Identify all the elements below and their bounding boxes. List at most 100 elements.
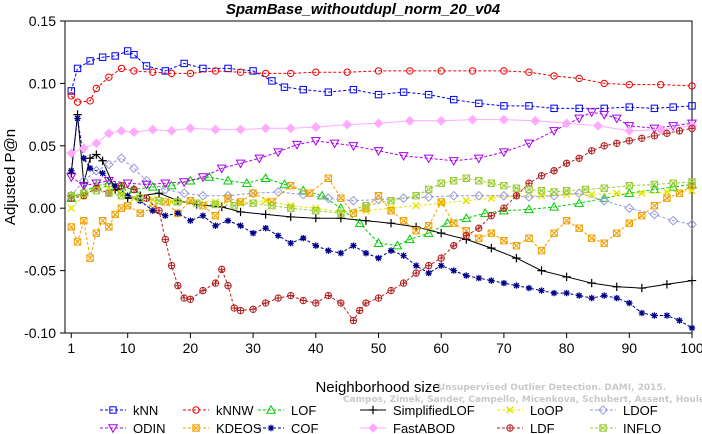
data-point-lof <box>103 178 114 187</box>
data-point-kdeos <box>324 174 333 182</box>
data-point-cof <box>249 229 257 237</box>
data-point-lof <box>442 217 453 227</box>
data-point-odin <box>599 110 610 120</box>
data-point-cof <box>350 242 357 249</box>
data-point-fastabod <box>166 125 177 136</box>
data-point-odin <box>549 127 560 137</box>
data-point-inflo <box>688 178 696 186</box>
data-point-knn <box>575 104 583 113</box>
data-point-ldof <box>687 219 697 230</box>
data-point-cof <box>538 287 545 294</box>
data-point-cof <box>676 317 683 324</box>
data-point-ldof <box>348 195 359 206</box>
data-point-inflo <box>650 180 659 189</box>
legend-label-fastabod: FastABOD <box>393 421 455 434</box>
data-point-knn <box>86 57 94 65</box>
data-point-fastabod <box>467 114 478 125</box>
data-point-lof <box>166 180 177 190</box>
data-point-loop <box>312 204 320 212</box>
data-point-kdeos <box>73 238 82 246</box>
data-point-simplifiedlof <box>411 222 421 232</box>
data-point-cof <box>137 197 144 204</box>
data-point-inflo <box>424 185 433 194</box>
data-point-odin <box>574 114 585 124</box>
data-point-fastabod <box>103 128 114 139</box>
data-point-cof <box>362 249 370 257</box>
data-point-cof <box>588 294 595 302</box>
data-point-knnw <box>550 72 558 80</box>
data-point-fastabod <box>404 115 415 126</box>
x-tick-label: 60 <box>433 340 449 356</box>
data-point-kdeos <box>124 202 132 210</box>
data-point-inflo <box>67 192 75 200</box>
data-point-cof <box>563 289 570 297</box>
data-point-cof <box>149 207 156 214</box>
data-point-ldof <box>624 203 635 214</box>
data-point-simplifiedlof <box>386 218 396 228</box>
data-point-simplifiedlof <box>487 243 496 253</box>
data-point-simplifiedlof <box>612 282 621 292</box>
data-point-simplifiedlof <box>154 189 164 198</box>
data-point-knn <box>424 90 433 99</box>
legend: kNN kNNW LOF SimplifiedLOF LoOP LDOF ODIN KDEOS… <box>100 403 661 434</box>
data-point-inflo <box>105 189 113 197</box>
legend-label-knn: kNN <box>133 403 158 418</box>
data-point-fastabod <box>498 114 509 125</box>
data-point-knn <box>399 88 408 96</box>
data-point-cof <box>450 267 457 274</box>
legend-label-ldof: LDOF <box>623 403 658 418</box>
data-point-knnw <box>688 82 696 90</box>
data-point-cof <box>287 239 294 247</box>
data-point-ldf <box>525 179 533 187</box>
data-point-knnw <box>625 80 633 89</box>
data-point-odin <box>329 139 340 149</box>
data-point-cof <box>174 209 182 217</box>
data-point-knnw <box>73 98 82 106</box>
data-point-ldf <box>512 192 521 200</box>
data-point-inflo <box>80 189 88 197</box>
data-point-ldf <box>199 286 207 295</box>
series-line-knn <box>70 50 693 109</box>
data-point-knn <box>73 64 82 73</box>
data-point-ldf <box>675 127 684 135</box>
data-point-knnw <box>117 64 126 73</box>
data-point-ldof <box>91 165 102 176</box>
data-point-ldof <box>223 190 233 201</box>
data-point-knn <box>500 102 508 110</box>
data-point-kdeos <box>675 189 684 197</box>
data-point-inflo <box>387 197 395 205</box>
data-point-ldof <box>103 159 114 170</box>
data-point-simplifiedlof <box>662 280 672 289</box>
data-point-kdeos <box>450 219 458 227</box>
data-point-cof <box>500 279 508 287</box>
data-point-lof <box>260 173 271 182</box>
data-point-inflo <box>287 204 295 212</box>
data-point-simplifiedlof <box>687 276 697 285</box>
data-point-knnw <box>236 68 245 76</box>
legend-item-inflo: INFLO <box>590 421 661 434</box>
data-point-odin <box>235 159 246 169</box>
data-point-kdeos <box>117 204 126 212</box>
data-point-fastabod <box>310 122 321 132</box>
data-point-cof <box>187 217 194 224</box>
data-point-cof <box>325 247 332 254</box>
data-point-odin <box>91 179 102 189</box>
data-point-simplifiedlof <box>562 272 571 282</box>
data-point-odin <box>473 154 484 164</box>
data-point-odin <box>160 179 171 189</box>
data-point-knnw <box>105 73 113 81</box>
data-point-knn <box>124 47 132 55</box>
legend-marker-ldf <box>506 424 514 432</box>
legend-item-loop: LoOP <box>497 403 563 418</box>
data-point-odin <box>254 154 265 164</box>
data-point-knn <box>525 102 533 110</box>
data-point-cof <box>601 292 608 299</box>
data-point-odin <box>448 157 459 166</box>
data-point-simplifiedlof <box>336 213 346 223</box>
data-point-cof <box>663 312 671 319</box>
data-point-lof <box>241 178 252 187</box>
x-axis-label: Neighborhood size <box>315 379 440 396</box>
data-point-simplifiedlof <box>512 253 521 263</box>
data-point-ldof <box>179 188 190 199</box>
series-line-lof <box>71 176 693 247</box>
